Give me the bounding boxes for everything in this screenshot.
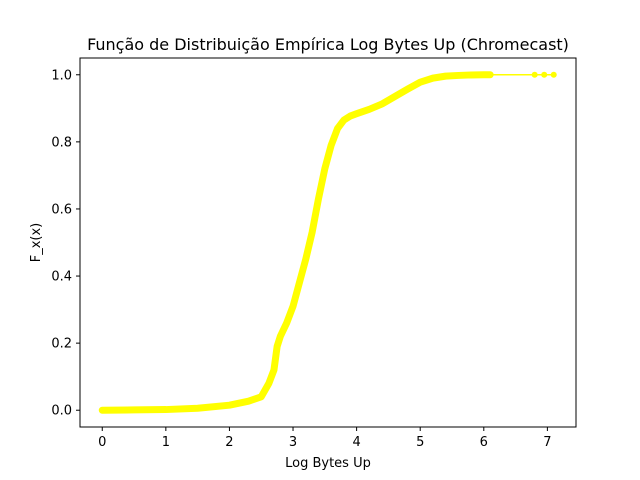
ecdf-point xyxy=(321,165,328,172)
ecdf-point xyxy=(277,333,284,340)
ecdf-point xyxy=(541,71,548,78)
ecdf-point xyxy=(347,113,354,120)
x-tick-label: 1 xyxy=(162,435,170,450)
series-layer xyxy=(98,71,557,414)
y-tick-label: 0.6 xyxy=(51,202,72,217)
ecdf-point xyxy=(194,405,201,412)
ecdf-point xyxy=(417,79,424,86)
ecdf-point xyxy=(162,406,169,413)
ecdf-point xyxy=(340,117,347,124)
ecdf-point xyxy=(131,406,138,413)
ecdf-point xyxy=(315,195,322,202)
ecdf-point xyxy=(480,71,487,78)
y-tick-label: 0.0 xyxy=(51,404,72,419)
x-axis-ticks: 0 1 2 3 4 5 6 7 xyxy=(98,427,552,450)
y-tick-label: 0.4 xyxy=(51,270,72,285)
x-tick-label: 2 xyxy=(225,435,233,450)
y-axis-ticks: 0.0 0.2 0.4 0.6 0.8 1.0 xyxy=(51,68,80,419)
ecdf-point xyxy=(270,366,277,373)
x-tick-label: 6 xyxy=(480,435,488,450)
ecdf-point xyxy=(245,398,252,405)
x-tick-label: 4 xyxy=(352,435,360,450)
x-axis-label: Log Bytes Up xyxy=(285,456,371,471)
ecdf-point xyxy=(550,71,557,78)
ecdf-point xyxy=(391,93,398,100)
x-tick-label: 3 xyxy=(289,435,297,450)
ecdf-point xyxy=(379,100,386,107)
ecdf-point xyxy=(99,407,106,414)
y-tick-label: 0.2 xyxy=(51,337,72,352)
chart-title: Função de Distribuição Empírica Log Byte… xyxy=(87,35,569,54)
x-tick-label: 5 xyxy=(416,435,424,450)
ecdf-point xyxy=(334,125,341,132)
x-tick-label: 0 xyxy=(98,435,106,450)
ecdf-point xyxy=(283,320,290,327)
ecdf-point xyxy=(366,106,373,113)
y-tick-label: 1.0 xyxy=(51,68,72,83)
y-tick-label: 0.8 xyxy=(51,135,72,150)
x-tick-label: 7 xyxy=(543,435,551,450)
ecdf-point xyxy=(258,393,265,400)
ecdf-point xyxy=(468,71,475,78)
ecdf-point xyxy=(274,343,281,350)
ecdf-point xyxy=(353,110,360,117)
axes-frame xyxy=(79,57,577,428)
ecdf-point xyxy=(226,402,233,409)
ecdf-point xyxy=(309,229,316,236)
ecdf-point xyxy=(328,142,335,149)
ecdf-point xyxy=(429,75,436,82)
ecdf-point xyxy=(302,256,309,263)
ecdf-point xyxy=(404,86,411,93)
ecdf-point xyxy=(487,71,494,78)
ecdf-point xyxy=(290,303,297,310)
ecdf-point xyxy=(296,279,303,286)
ecdf-point xyxy=(442,73,449,80)
ecdf-point xyxy=(531,71,538,78)
ecdf-point xyxy=(455,72,462,79)
y-axis-label: F_x(x) xyxy=(29,223,44,263)
ecdf-point xyxy=(265,380,272,387)
